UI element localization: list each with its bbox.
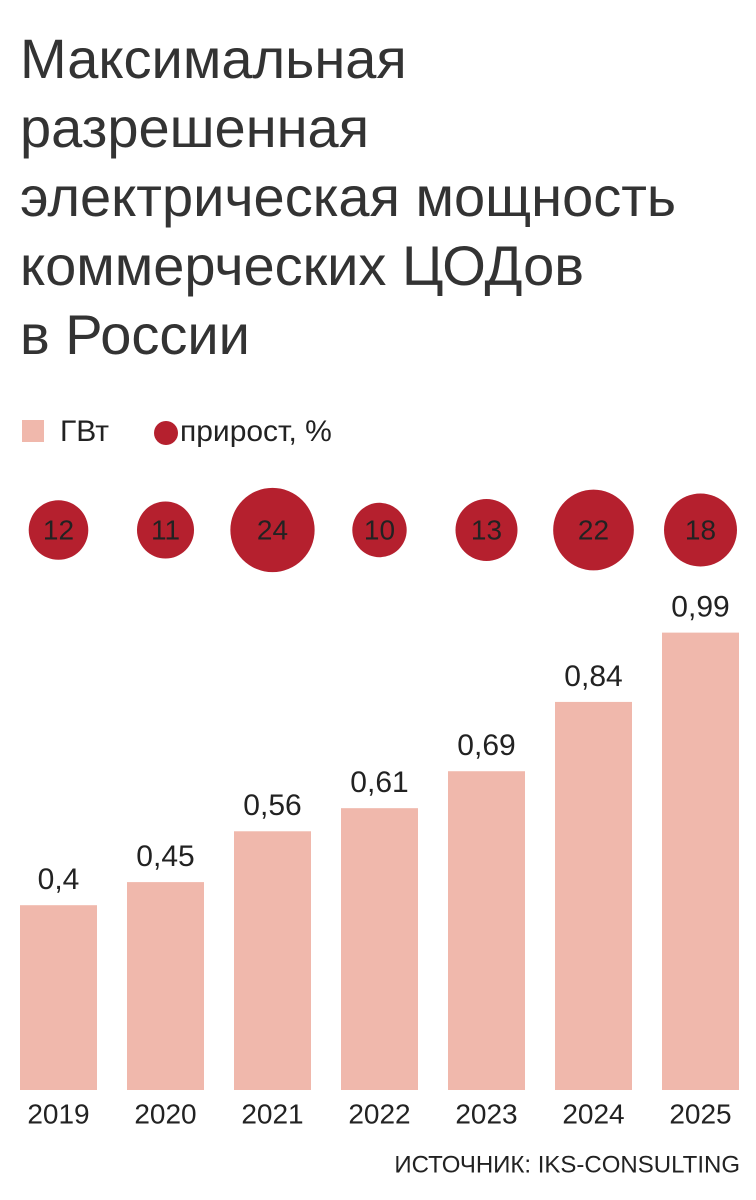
bar [555,701,632,1090]
source: ИСТОЧНИК: IKS-CONSULTING [394,1151,740,1178]
title-line: в России [20,303,250,366]
bubble [230,487,315,573]
legend-label: прирост, % [180,415,332,448]
x-tick-label: 2022 [348,1098,410,1129]
value-label: 0,84 [564,660,622,693]
x-tick-label: 2019 [27,1098,89,1129]
bubble [553,489,634,571]
title-line: Максимальная [20,27,407,90]
value-label: 0,69 [457,729,515,762]
bar [127,882,204,1090]
bubble-label: 12 [43,514,74,545]
legend-swatch [154,421,178,445]
bubble-label: 18 [685,514,716,545]
bar [662,632,739,1090]
value-label: 0,56 [243,789,301,822]
value-label: 0,4 [38,863,80,896]
bubble-label: 11 [151,514,180,545]
legend-label: ГВт [60,415,109,448]
x-tick-label: 2021 [241,1098,303,1129]
x-tick-label: 2020 [134,1098,196,1129]
bubble [664,493,737,567]
value-label: 0,61 [350,766,408,799]
legend-swatch [22,420,44,442]
bubble [136,501,195,559]
bubble [455,498,518,562]
bubble-label: 22 [578,514,609,545]
bubble-label: 24 [257,514,288,545]
x-tick-label: 2023 [455,1098,517,1129]
value-label: 0,45 [136,840,194,873]
value-label: 0,99 [671,591,729,624]
bubble-label: 13 [471,514,502,545]
title-line: разрешенная [20,96,369,159]
bar [20,905,97,1090]
title-line: коммерческих ЦОДов [20,234,584,297]
title-line: электрическая мощность [20,165,676,228]
bubble [28,500,89,560]
bubble-label: 10 [364,514,395,545]
bar [448,771,525,1090]
x-tick-label: 2024 [562,1098,624,1129]
bar [341,808,418,1090]
x-tick-label: 2025 [669,1098,731,1129]
bubble [352,502,407,558]
bar [234,831,311,1090]
